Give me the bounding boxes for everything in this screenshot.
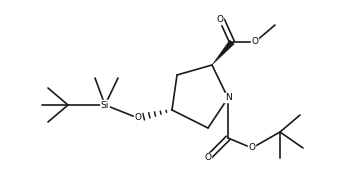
Text: O: O	[216, 15, 224, 24]
Text: O: O	[249, 144, 256, 153]
Text: O: O	[251, 38, 258, 47]
Polygon shape	[212, 40, 234, 65]
Text: O: O	[134, 114, 142, 123]
Text: N: N	[225, 93, 231, 102]
Text: Si: Si	[101, 100, 109, 109]
Text: O: O	[205, 153, 212, 162]
